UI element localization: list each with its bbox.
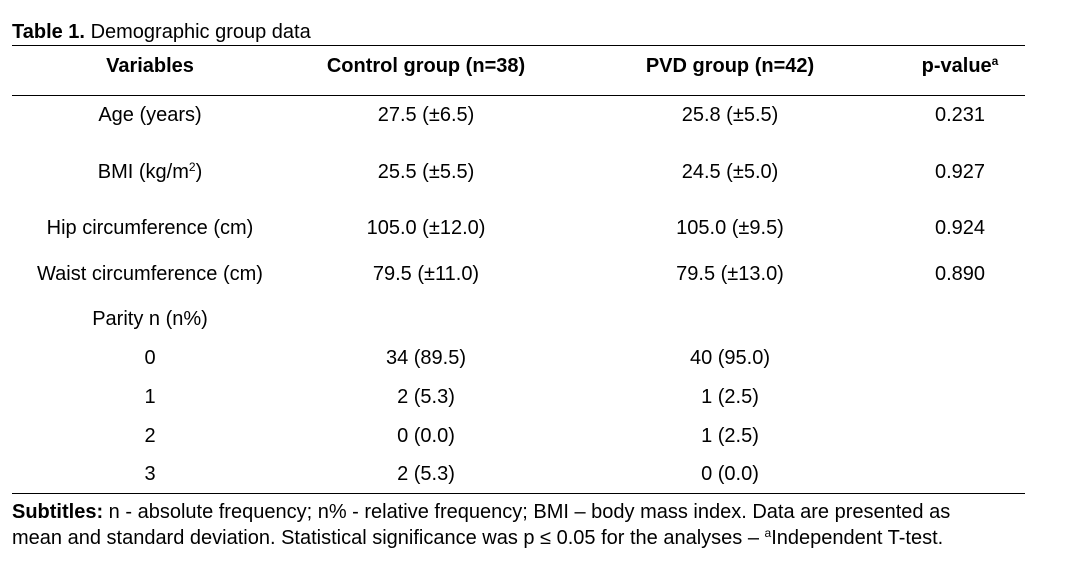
table-row: Waist circumference (cm) 79.5 (±11.0) 79… [0, 259, 1080, 289]
table-row: Age (years) 27.5 (±6.5) 25.8 (±5.5) 0.23… [0, 100, 1080, 130]
footnote-text-end: Independent T-test. [771, 527, 944, 549]
row-p-value: 0.927 [934, 161, 986, 183]
row-control-value: 27.5 (±6.5) [377, 104, 475, 126]
row-control-value: 79.5 (±11.0) [372, 263, 480, 285]
row-variable: 0 [144, 347, 156, 369]
row-variable: Age (years) [98, 104, 202, 126]
table-row: Hip circumference (cm) 105.0 (±12.0) 105… [0, 213, 1080, 243]
row-control-value: 2 (5.3) [397, 463, 455, 485]
row-control-value: 34 (89.5) [385, 347, 467, 369]
row-pvd-value: 105.0 (±9.5) [676, 217, 784, 239]
row-p-value [860, 343, 1060, 373]
table-footnote: Subtitles: n - absolute frequency; n% - … [12, 499, 1072, 551]
table-caption-text: Demographic group data [90, 21, 311, 43]
row-control-value [276, 304, 576, 334]
footnote-text-line1: n - absolute frequency; n% - relative fr… [103, 501, 951, 523]
header-p-value-label: p-value [921, 55, 992, 77]
row-p-value: 0.231 [934, 104, 986, 126]
table-row: 3 2 (5.3) 0 (0.0) [0, 459, 1080, 489]
row-control-value: 105.0 (±12.0) [366, 217, 486, 239]
row-p-value [860, 421, 1060, 451]
header-variables: Variables [106, 55, 194, 77]
row-p-value [860, 304, 1060, 334]
footnote-label: Subtitles: [12, 501, 104, 523]
row-variable-superscript: 2 [188, 160, 196, 174]
row-control-value: 0 (0.0) [397, 425, 455, 447]
row-variable-text: BMI (kg/m [97, 161, 189, 183]
row-pvd-value: 25.8 (±5.5) [681, 104, 779, 126]
row-variable: 2 [144, 425, 156, 447]
table-row: 1 2 (5.3) 1 (2.5) [0, 382, 1080, 412]
row-pvd-value: 24.5 (±5.0) [681, 161, 779, 183]
row-variable: BMI (kg/m2) [0, 157, 300, 187]
table-header-row: Variables Control group (n=38) PVD group… [0, 51, 1080, 81]
header-control-group: Control group (n=38) [326, 55, 526, 77]
header-pvd-group: PVD group (n=42) [645, 55, 815, 77]
row-pvd-value: 79.5 (±13.0) [676, 263, 784, 285]
row-pvd-value: 1 (2.5) [701, 386, 759, 408]
row-control-value: 25.5 (±5.5) [377, 161, 475, 183]
table-top-rule [12, 45, 1025, 46]
table-header-rule [12, 95, 1025, 96]
header-p-value: p-valuea [860, 51, 1060, 81]
row-variable: Waist circumference (cm) [37, 263, 263, 285]
table-row: 0 34 (89.5) 40 (95.0) [0, 343, 1080, 373]
header-p-value-superscript: a [991, 54, 999, 68]
table-caption-label: Table 1. [12, 21, 85, 43]
row-variable: Parity n (n%) [92, 308, 208, 330]
row-p-value: 0.890 [934, 263, 986, 285]
row-p-value [860, 382, 1060, 412]
table-bottom-rule [12, 493, 1025, 494]
row-pvd-value: 40 (95.0) [689, 347, 771, 369]
row-variable: 1 [144, 386, 156, 408]
footnote-text-line2: mean and standard deviation. Statistical… [12, 527, 765, 549]
table-caption: Table 1. Demographic group data [12, 19, 311, 45]
row-variable: Hip circumference (cm) [46, 217, 254, 239]
row-variable-suffix: ) [195, 161, 203, 183]
table-row: BMI (kg/m2) 25.5 (±5.5) 24.5 (±5.0) 0.92… [0, 157, 1080, 187]
table-row: Parity n (n%) [0, 304, 1080, 334]
footnote-superscript: a [764, 526, 772, 540]
row-variable: 3 [144, 463, 156, 485]
row-control-value: 2 (5.3) [397, 386, 455, 408]
row-pvd-value: 0 (0.0) [701, 463, 759, 485]
row-p-value: 0.924 [934, 217, 986, 239]
row-p-value [860, 459, 1060, 489]
row-pvd-value [580, 304, 880, 334]
row-pvd-value: 1 (2.5) [701, 425, 759, 447]
table-row: 2 0 (0.0) 1 (2.5) [0, 421, 1080, 451]
